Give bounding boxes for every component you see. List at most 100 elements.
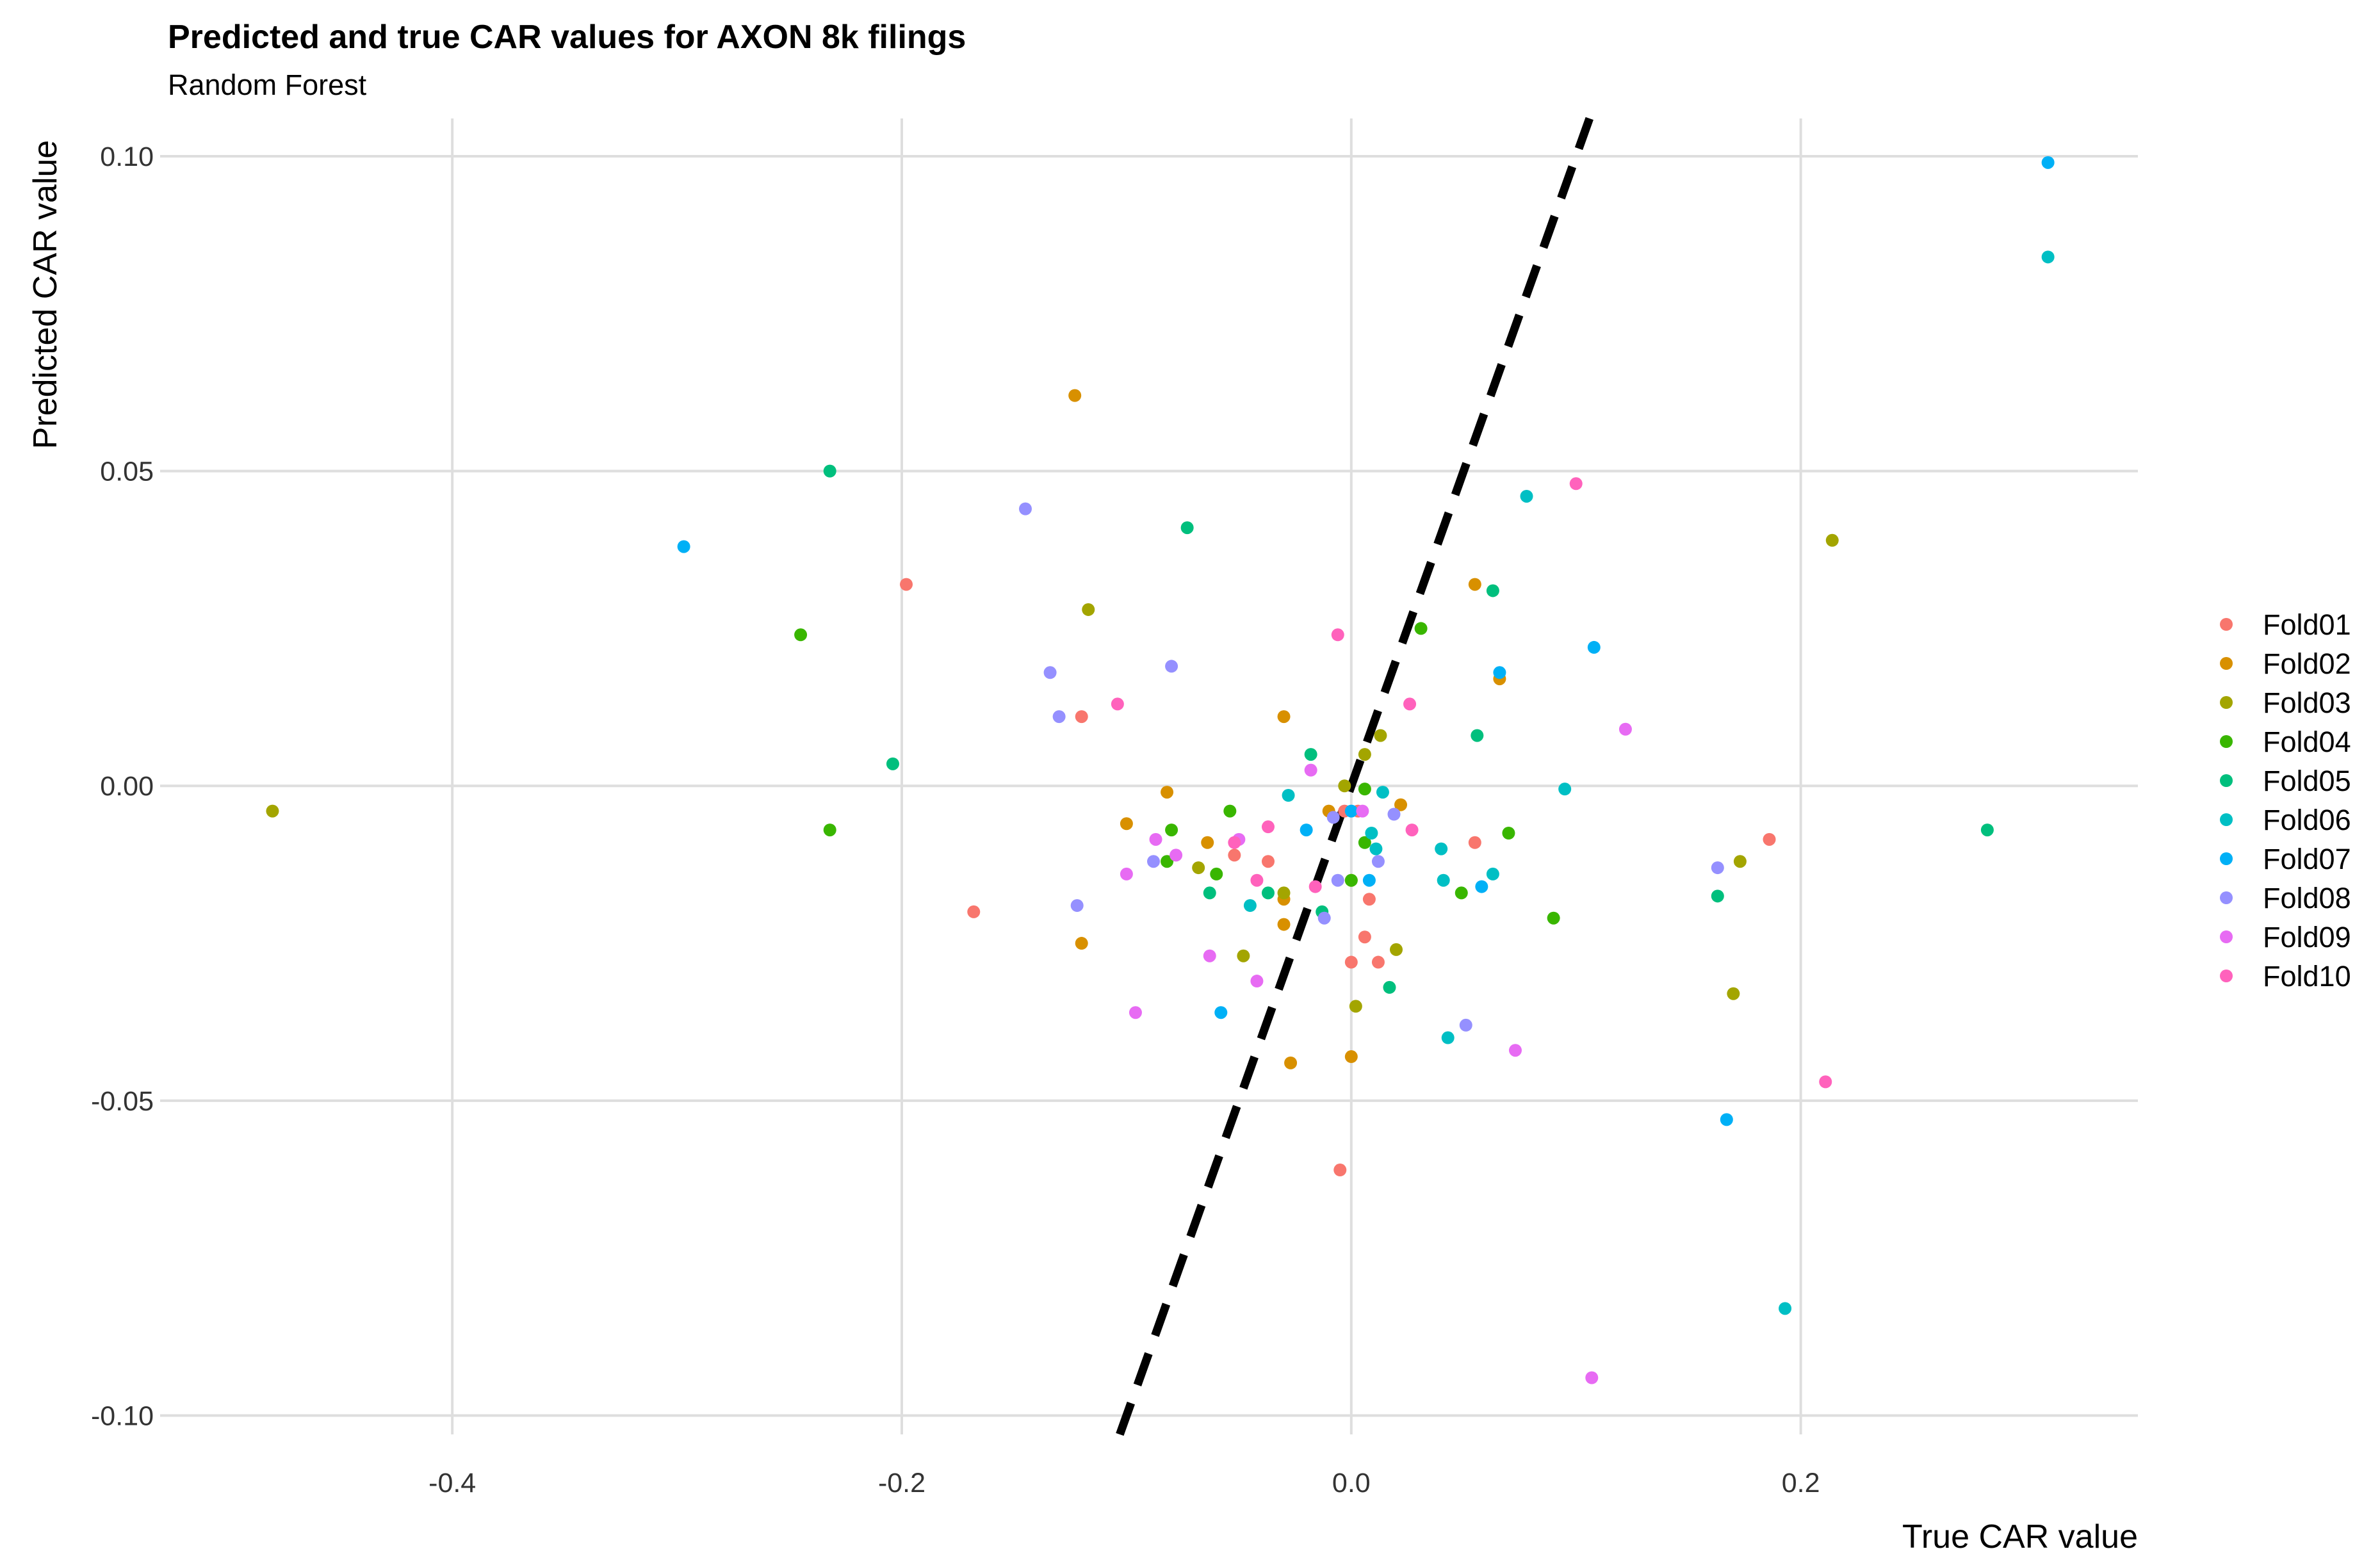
data-point [1374,729,1387,742]
data-point [1733,855,1747,868]
series-fold04 [794,622,1560,925]
data-point [1502,826,1515,840]
data-point [1387,807,1401,821]
series-fold09 [1120,722,1632,1384]
legend-label: Fold07 [2263,843,2351,875]
legend-label: Fold01 [2263,608,2351,641]
data-point [1547,911,1560,925]
data-point [1585,1371,1599,1384]
legend: Fold01 Fold02 Fold03 Fold04 Fold05 Fold06 Fold… [2220,608,2351,993]
data-point [1383,980,1396,994]
x-tick-label: -0.2 [878,1468,925,1498]
y-axis-ticks: -0.10 -0.05 0.00 0.05 0.10 [91,142,154,1432]
data-point [823,824,836,837]
x-tick-label: 0.0 [1332,1468,1371,1498]
data-point [1558,783,1572,796]
data-point [1075,710,1088,724]
data-point [1493,666,1506,679]
data-point [1435,842,1448,856]
data-point [1358,930,1371,944]
data-point [1223,804,1237,818]
data-point [1344,804,1358,818]
data-points [266,156,2055,1384]
data-point [1711,889,1724,903]
data-point [1344,1050,1358,1064]
legend-label: Fold02 [2263,647,2351,680]
data-point [1720,1113,1733,1126]
data-point [1161,786,1174,799]
data-point [1376,786,1389,799]
data-point [1819,1075,1832,1089]
data-point [1210,867,1223,880]
data-point [1711,861,1724,875]
data-point [1390,943,1403,956]
data-point [1468,836,1481,849]
legend-key-fold03 [2220,696,2233,709]
series-fold07 [677,156,2055,1126]
data-point [1129,1006,1142,1019]
data-point [1261,855,1275,868]
reference-line-layer [1116,117,1593,1436]
data-point [1358,783,1371,796]
data-point [1201,836,1214,849]
data-point [1203,886,1216,900]
data-point [1618,722,1632,736]
data-point [1358,836,1371,849]
data-point [1149,832,1162,846]
data-point [1403,697,1417,711]
data-point [1243,899,1257,913]
data-point [886,757,899,770]
data-point [1147,855,1161,868]
data-point [1441,1031,1455,1044]
data-point [1161,855,1174,868]
data-point [1455,886,1468,900]
x-axis-title: True CAR value [1902,1518,2138,1555]
data-point [967,905,981,918]
data-point [1282,788,1295,802]
legend-label: Fold03 [2263,686,2351,719]
data-point [1763,832,1776,846]
legend-key-fold07 [2220,852,2233,865]
legend-key-fold05 [2220,774,2233,787]
data-point [1111,697,1124,711]
data-point [677,540,690,553]
data-point [2041,250,2055,264]
series-fold06 [1243,250,2055,1315]
data-point [1068,389,1082,402]
legend-label: Fold05 [2263,765,2351,797]
legend-key-fold10 [2220,970,2233,982]
data-point [1825,533,1839,547]
data-point [1214,1006,1228,1019]
data-point [1052,710,1066,724]
legend-label: Fold04 [2263,726,2351,758]
data-point [1237,949,1250,962]
data-point [1371,855,1385,868]
legend-label: Fold09 [2263,921,2351,953]
data-point [1304,763,1317,777]
legend-label: Fold08 [2263,882,2351,914]
data-point [1308,880,1322,893]
data-point [1075,937,1088,950]
legend-label: Fold06 [2263,804,2351,836]
data-point [1203,949,1216,962]
legend-key-fold09 [2220,930,2233,943]
data-point [1338,779,1351,793]
data-point [1261,820,1275,834]
chart-title: Predicted and true CAR values for AXON 8… [168,19,966,56]
data-point [1277,918,1291,931]
y-tick-label: -0.05 [91,1086,154,1117]
data-point [1344,955,1358,969]
y-tick-label: 0.00 [100,771,154,802]
data-point [1779,1302,1792,1315]
data-point [1277,710,1291,724]
data-point [266,804,279,818]
data-point [1365,826,1378,840]
legend-key-fold01 [2220,618,2233,631]
data-point [1326,811,1340,824]
data-point [1228,836,1241,849]
data-point [1165,660,1178,673]
legend-label: Fold10 [2263,960,2351,993]
x-tick-label: -0.4 [428,1468,476,1498]
data-point [1277,886,1291,900]
y-tick-label: 0.10 [100,142,154,172]
